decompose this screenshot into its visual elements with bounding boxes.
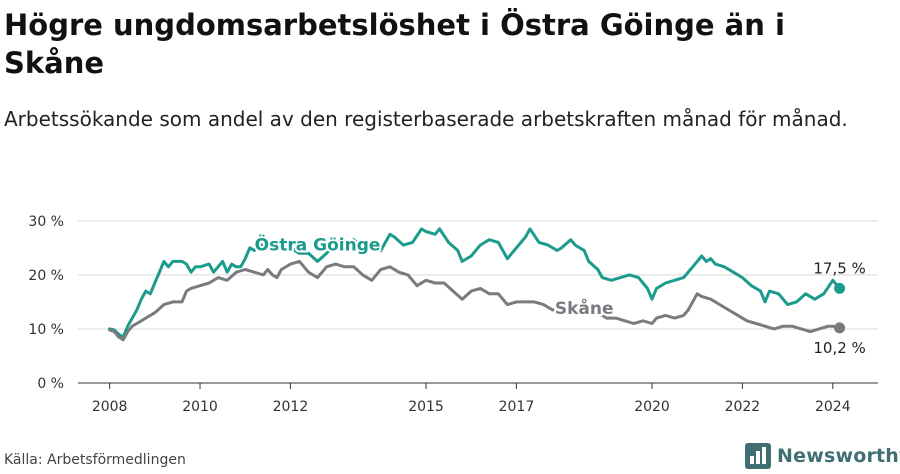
brand-logo: Newsworthy [745, 443, 900, 469]
series-line-skane [108, 259, 842, 342]
end-marker-ostra-goinge [834, 282, 846, 294]
x-tick-label: 2022 [725, 399, 761, 415]
y-tick-label: 30 % [28, 214, 64, 230]
x-tick-label: 2024 [815, 399, 851, 415]
newsworthy-logo-icon [745, 443, 771, 469]
x-tick-label: 2010 [182, 399, 218, 415]
end-marker-skane [834, 322, 846, 334]
series-line-ostra-goinge [108, 227, 842, 339]
chart-subtitle: Arbetssökande som andel av den registerb… [4, 107, 848, 131]
x-tick-label: 2015 [408, 399, 444, 415]
x-tick-label: 2008 [92, 399, 128, 415]
y-tick-label: 0 % [37, 376, 64, 392]
x-tick-label: 2017 [499, 399, 535, 415]
source-note: Källa: Arbetsförmedlingen [4, 452, 186, 468]
end-value-label-ostra-goinge: 17,5 % [813, 259, 865, 277]
series-label-skane: Skåne [555, 297, 614, 319]
x-tick-label: 2012 [273, 399, 309, 415]
chart-title: Högre ungdomsarbetslöshet i Östra Göinge… [4, 8, 785, 80]
x-tick-label: 2020 [634, 399, 670, 415]
end-value-label-skane: 10,2 % [813, 339, 865, 357]
y-tick-label: 10 % [28, 322, 64, 338]
brand-name: Newsworthy [777, 445, 900, 467]
y-tick-label: 20 % [28, 268, 64, 284]
series-label-ostra-goinge: Östra Göinge [255, 234, 381, 256]
